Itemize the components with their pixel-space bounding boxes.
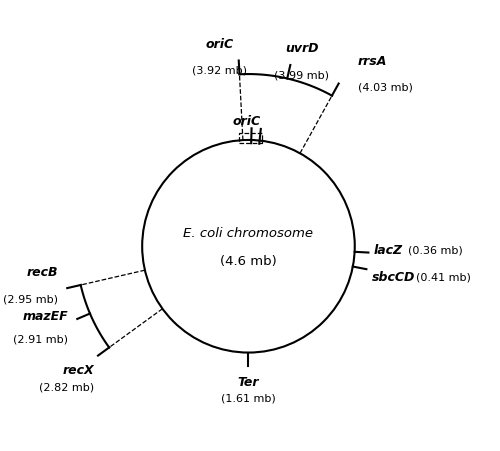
Text: oriC: oriC bbox=[232, 115, 260, 128]
Text: lacZ: lacZ bbox=[374, 244, 403, 257]
Text: (2.82 mb): (2.82 mb) bbox=[40, 382, 94, 391]
Text: uvrD: uvrD bbox=[285, 42, 318, 55]
Text: rrsA: rrsA bbox=[358, 55, 387, 68]
Text: Ter: Ter bbox=[238, 375, 259, 388]
Text: (4.03 mb): (4.03 mb) bbox=[358, 83, 412, 93]
Text: (1.61 mb): (1.61 mb) bbox=[221, 393, 276, 403]
Text: (2.91 mb): (2.91 mb) bbox=[13, 334, 68, 344]
Text: mazEF: mazEF bbox=[22, 309, 68, 322]
Text: recX: recX bbox=[63, 364, 94, 377]
Text: (4.6 mb): (4.6 mb) bbox=[220, 254, 277, 267]
Text: sbcCD: sbcCD bbox=[372, 271, 415, 283]
Text: (0.36 mb): (0.36 mb) bbox=[408, 245, 463, 255]
Text: (3.99 mb): (3.99 mb) bbox=[274, 70, 330, 80]
Text: E. coli chromosome: E. coli chromosome bbox=[184, 226, 314, 239]
Text: recB: recB bbox=[26, 266, 58, 279]
Text: (0.41 mb): (0.41 mb) bbox=[416, 272, 471, 282]
Text: oriC: oriC bbox=[206, 38, 234, 51]
Text: (3.92 mb): (3.92 mb) bbox=[192, 65, 247, 76]
Text: (2.95 mb): (2.95 mb) bbox=[3, 294, 58, 304]
